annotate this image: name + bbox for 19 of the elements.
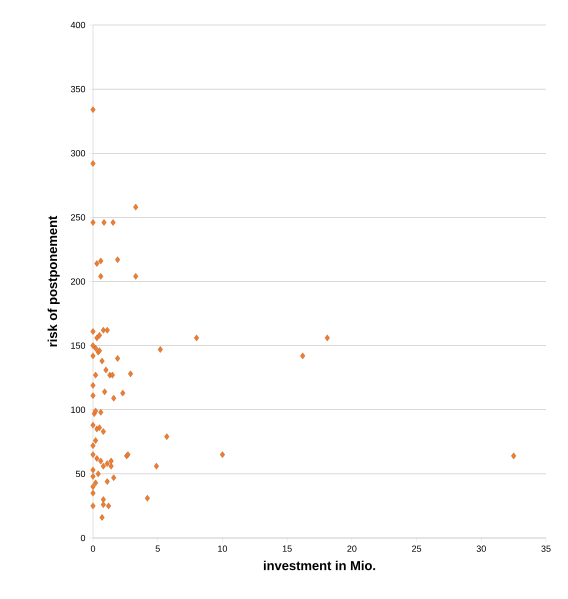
x-tick-label: 0 — [90, 546, 96, 552]
x-tick-label: 30 — [476, 546, 486, 552]
y-tick-label: 0 — [80, 534, 86, 542]
y-tick-label: 400 — [70, 22, 86, 28]
y-tick-label: 50 — [76, 470, 86, 478]
x-tick-label: 10 — [218, 546, 228, 552]
y-tick-label: 350 — [70, 86, 86, 92]
x-axis-title: investment in Mio. — [264, 560, 376, 570]
x-tick-label: 25 — [412, 546, 422, 552]
y-tick-label: 250 — [70, 214, 86, 221]
y-tick-label: 300 — [70, 150, 86, 156]
y-tick-label: 150 — [71, 342, 86, 349]
y-tick-label: 200 — [70, 278, 86, 285]
y-tick-label: 100 — [71, 406, 86, 413]
x-tick-label: 20 — [347, 546, 356, 552]
x-tick-label: 15 — [282, 546, 292, 552]
x-tick-label: 35 — [541, 546, 551, 552]
y-axis-title: risk of postponement — [48, 216, 60, 346]
x-tick-label: 5 — [156, 546, 160, 552]
